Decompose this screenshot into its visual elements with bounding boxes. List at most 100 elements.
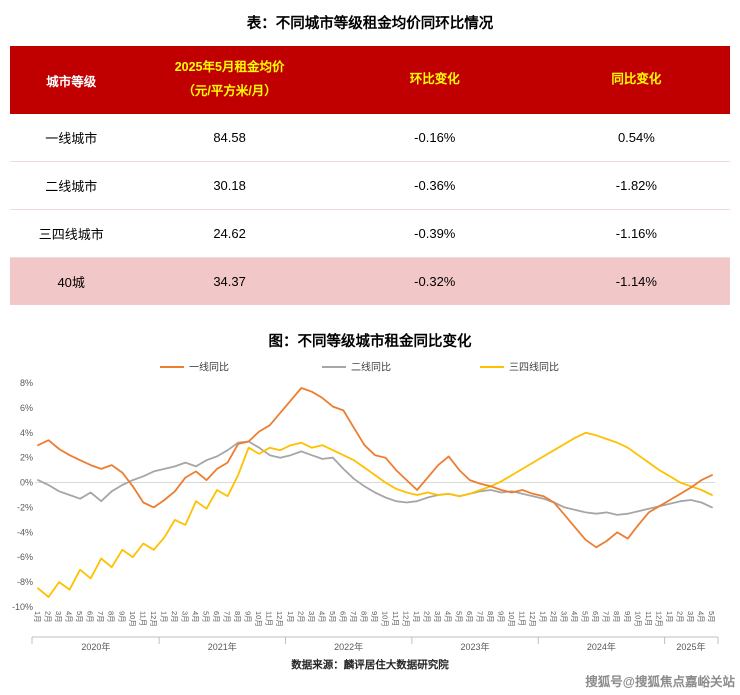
svg-text:4月: 4月 xyxy=(65,611,74,623)
svg-text:6月: 6月 xyxy=(591,611,600,623)
svg-text:2021年: 2021年 xyxy=(208,641,237,652)
rent-price-table: 城市等级 2025年5月租金均价 （元/平方米/月） 环比变化 同比变化 一线城… xyxy=(10,46,730,305)
svg-text:5月: 5月 xyxy=(581,611,590,623)
table-row-highlight: 40城 34.37 -0.32% -1.14% xyxy=(10,257,730,305)
cell-tier: 三四线城市 xyxy=(10,209,133,258)
cell-tier: 40城 xyxy=(10,257,133,305)
cell-yoy: -1.14% xyxy=(542,257,730,305)
svg-text:-2%: -2% xyxy=(17,502,33,512)
svg-text:2024年: 2024年 xyxy=(587,641,616,652)
svg-text:1月: 1月 xyxy=(159,611,168,623)
svg-text:5月: 5月 xyxy=(454,611,463,623)
svg-text:9月: 9月 xyxy=(244,611,253,623)
svg-text:12月: 12月 xyxy=(654,611,663,627)
cell-mom: -0.32% xyxy=(326,257,543,305)
svg-text:-6%: -6% xyxy=(17,552,33,562)
svg-text:10月: 10月 xyxy=(254,611,263,627)
cell-price: 84.58 xyxy=(132,114,327,162)
svg-text:6月: 6月 xyxy=(338,611,347,623)
svg-text:7月: 7月 xyxy=(475,611,484,623)
header-avg-price-line1: 2025年5月租金均价 xyxy=(174,60,285,75)
table-header-row: 城市等级 2025年5月租金均价 （元/平方米/月） 环比变化 同比变化 xyxy=(10,46,730,114)
svg-text:1月: 1月 xyxy=(33,611,42,623)
svg-text:2025年: 2025年 xyxy=(676,641,705,652)
svg-text:二线同比: 二线同比 xyxy=(351,361,391,374)
svg-text:2月: 2月 xyxy=(170,611,179,623)
svg-text:5月: 5月 xyxy=(328,611,337,623)
svg-text:0%: 0% xyxy=(20,478,33,488)
trend-chart: 8%6%4%2%0%-2%-4%-6%-8%-10%1月 2月 3月 4月 5月 6月 7月… xyxy=(12,361,719,652)
svg-text:9月: 9月 xyxy=(117,611,126,623)
svg-text:3月: 3月 xyxy=(54,611,63,623)
svg-text:5月: 5月 xyxy=(202,611,211,623)
svg-text:-4%: -4% xyxy=(17,527,33,537)
svg-text:7月: 7月 xyxy=(223,611,232,623)
cell-tier: 一线城市 xyxy=(10,114,133,162)
table-row: 一线城市 84.58 -0.16% 0.54% xyxy=(10,114,730,162)
svg-text:11月: 11月 xyxy=(517,611,526,626)
svg-text:4月: 4月 xyxy=(570,611,579,623)
svg-text:6月: 6月 xyxy=(212,611,221,623)
svg-text:6%: 6% xyxy=(20,403,33,413)
watermark-sohu: 搜狐号@搜狐焦点嘉峪关站 xyxy=(585,675,735,689)
table-row: 二线城市 30.18 -0.36% -1.82% xyxy=(10,161,730,210)
svg-text:2023年: 2023年 xyxy=(461,641,490,652)
table-title: 表：不同城市等级租金均价同环比情况 xyxy=(246,16,494,32)
svg-text:2月: 2月 xyxy=(675,611,684,623)
cell-mom: -0.39% xyxy=(326,209,543,258)
svg-text:1月: 1月 xyxy=(412,611,421,623)
svg-text:2020年: 2020年 xyxy=(81,641,110,652)
svg-text:2%: 2% xyxy=(20,453,33,463)
svg-text:12月: 12月 xyxy=(402,611,411,627)
svg-text:8%: 8% xyxy=(20,378,33,388)
cell-price: 34.37 xyxy=(132,257,327,305)
svg-text:2月: 2月 xyxy=(44,611,53,623)
svg-text:2月: 2月 xyxy=(549,611,558,623)
svg-text:8月: 8月 xyxy=(486,611,495,623)
svg-text:8月: 8月 xyxy=(359,611,368,623)
cell-yoy: 0.54% xyxy=(542,114,730,162)
svg-text:10月: 10月 xyxy=(128,611,137,627)
svg-text:7月: 7月 xyxy=(602,611,611,623)
svg-text:4%: 4% xyxy=(20,428,33,438)
svg-text:11月: 11月 xyxy=(644,611,653,626)
header-yoy-change: 同比变化 xyxy=(542,46,730,114)
cell-mom: -0.16% xyxy=(326,114,543,162)
svg-text:1月: 1月 xyxy=(286,611,295,623)
svg-text:2022年: 2022年 xyxy=(334,641,363,652)
header-avg-price: 2025年5月租金均价 （元/平方米/月） xyxy=(132,46,327,114)
svg-text:7月: 7月 xyxy=(96,611,105,623)
svg-text:6月: 6月 xyxy=(465,611,474,623)
svg-text:10月: 10月 xyxy=(507,611,516,627)
svg-text:12月: 12月 xyxy=(275,611,284,627)
table-row: 三四线城市 24.62 -0.39% -1.16% xyxy=(10,209,730,258)
svg-text:8月: 8月 xyxy=(612,611,621,623)
svg-text:3月: 3月 xyxy=(686,611,695,623)
svg-text:三四线同比: 三四线同比 xyxy=(509,361,559,374)
svg-text:9月: 9月 xyxy=(496,611,505,623)
svg-text:4月: 4月 xyxy=(191,611,200,623)
svg-text:4月: 4月 xyxy=(317,611,326,623)
svg-text:一线同比: 一线同比 xyxy=(189,361,229,374)
svg-text:-8%: -8% xyxy=(17,577,33,587)
svg-text:6月: 6月 xyxy=(86,611,95,623)
svg-text:11月: 11月 xyxy=(391,611,400,626)
svg-text:4月: 4月 xyxy=(696,611,705,623)
svg-text:3月: 3月 xyxy=(307,611,316,623)
header-avg-price-line2: （元/平方米/月） xyxy=(182,84,277,98)
svg-text:2月: 2月 xyxy=(423,611,432,623)
header-mom-change: 环比变化 xyxy=(326,46,543,114)
svg-text:9月: 9月 xyxy=(623,611,632,623)
svg-text:10月: 10月 xyxy=(633,611,642,627)
cell-mom: -0.36% xyxy=(326,161,543,210)
svg-text:3月: 3月 xyxy=(180,611,189,623)
svg-text:1月: 1月 xyxy=(665,611,674,623)
svg-text:8月: 8月 xyxy=(107,611,116,623)
svg-text:2月: 2月 xyxy=(296,611,305,623)
svg-text:10月: 10月 xyxy=(381,611,390,627)
cell-yoy: -1.16% xyxy=(542,209,730,258)
cell-tier: 二线城市 xyxy=(10,161,133,210)
svg-text:11月: 11月 xyxy=(265,611,274,626)
svg-text:5月: 5月 xyxy=(707,611,716,623)
